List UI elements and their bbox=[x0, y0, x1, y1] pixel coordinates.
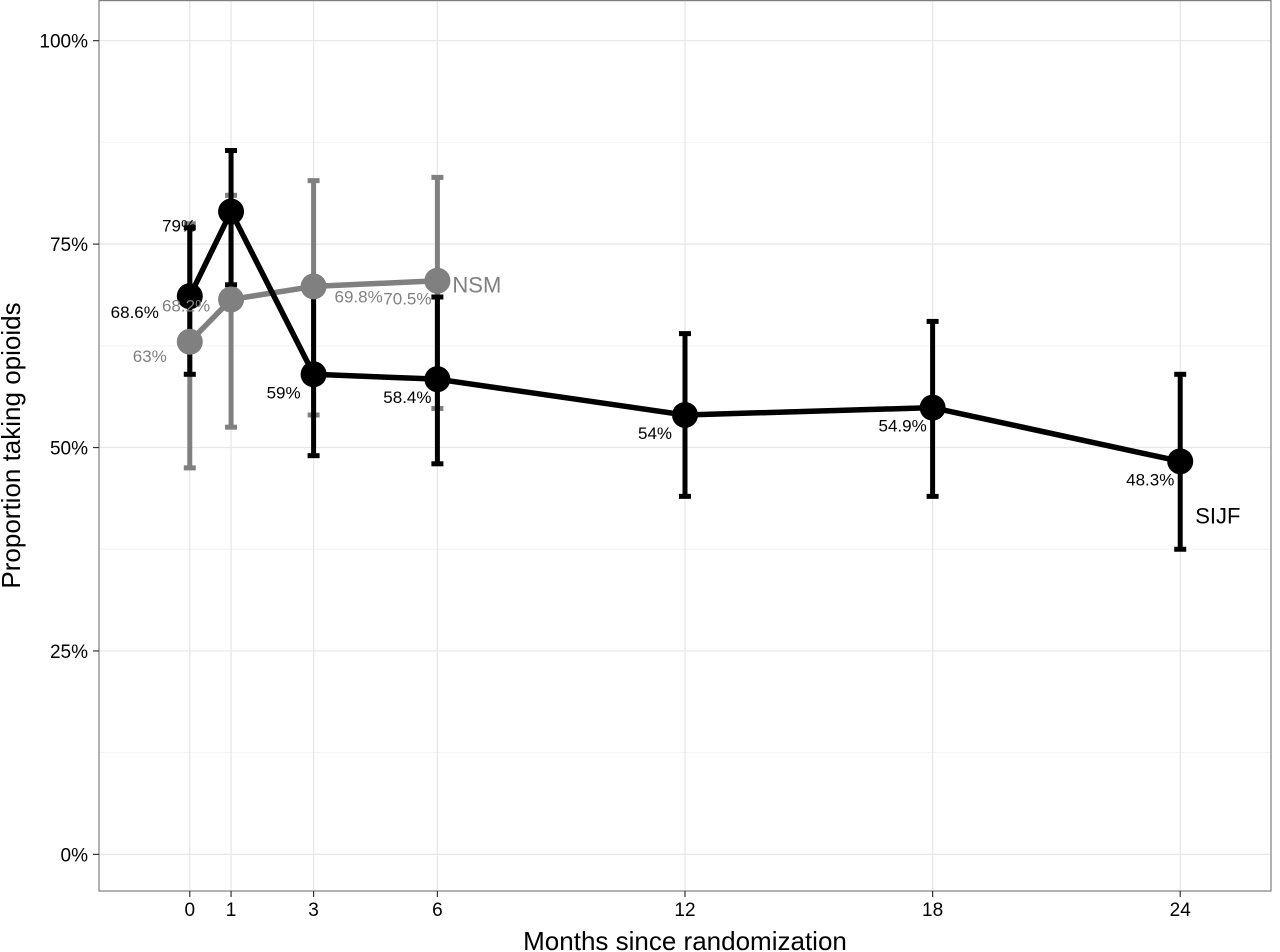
data-label-sijf: 68.6% bbox=[111, 303, 159, 322]
data-point-nsm bbox=[218, 286, 245, 313]
x-tick-label: 6 bbox=[432, 900, 443, 921]
data-label-nsm: 63% bbox=[133, 347, 167, 366]
data-label-sijf: 79% bbox=[162, 217, 196, 236]
data-labels: 63% 68.2% 69.8% 70.5% NSM 68.6% 79% 59% 58.4% 54%… bbox=[111, 217, 1241, 529]
data-point-nsm bbox=[300, 273, 327, 300]
data-point-sijf bbox=[218, 198, 245, 225]
y-tick-label: 25% bbox=[50, 642, 88, 663]
data-label-nsm: 68.2% bbox=[162, 296, 210, 315]
x-tick-label: 18 bbox=[922, 900, 943, 921]
x-tick-label: 24 bbox=[1170, 900, 1192, 921]
data-label-nsm: 69.8% bbox=[334, 287, 382, 306]
y-axis-title: Proportion taking opioids bbox=[0, 302, 26, 588]
data-label-sijf: 48.3% bbox=[1126, 470, 1174, 489]
data-point-nsm bbox=[424, 267, 451, 294]
data-point-sijf bbox=[919, 394, 946, 421]
series-name-sijf: SIJF bbox=[1195, 503, 1240, 528]
data-points bbox=[176, 198, 1194, 475]
y-tick-label: 100% bbox=[39, 32, 88, 53]
x-axis-title: Months since randomization bbox=[523, 926, 847, 952]
data-point-sijf bbox=[672, 401, 698, 428]
y-tick-label: 0% bbox=[61, 845, 89, 866]
x-tick-label: 1 bbox=[226, 900, 237, 921]
data-label-sijf: 54% bbox=[638, 424, 672, 443]
axes: 0% 25% 50% 75% 100% 0 1 3 6 12 18 24 bbox=[39, 32, 1191, 921]
data-label-sijf: 59% bbox=[267, 383, 301, 402]
y-tick-label: 75% bbox=[50, 235, 88, 256]
data-label-nsm: 70.5% bbox=[383, 290, 431, 309]
x-tick-label: 12 bbox=[674, 900, 695, 921]
data-point-sijf bbox=[300, 361, 327, 388]
data-label-sijf: 54.9% bbox=[879, 417, 927, 436]
y-tick-label: 50% bbox=[50, 439, 88, 460]
data-point-nsm bbox=[176, 328, 203, 355]
x-tick-label: 0 bbox=[184, 900, 195, 921]
data-point-sijf bbox=[1167, 448, 1194, 475]
x-tick-label: 3 bbox=[308, 900, 319, 921]
data-point-sijf bbox=[424, 366, 451, 393]
data-label-sijf: 58.4% bbox=[383, 388, 431, 407]
series-name-nsm: NSM bbox=[452, 273, 501, 298]
data-point-sijf bbox=[176, 283, 203, 310]
